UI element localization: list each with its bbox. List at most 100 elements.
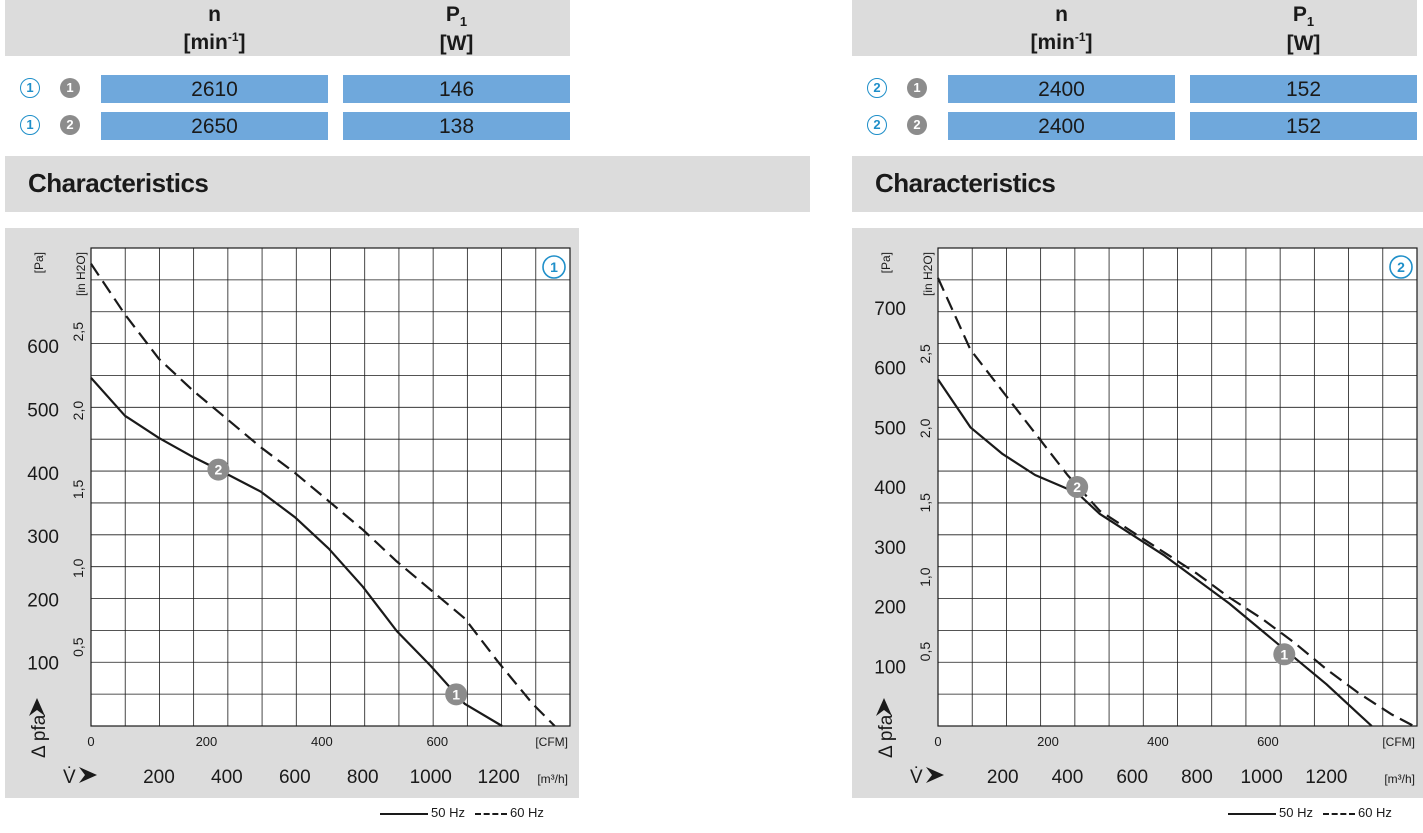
x-tick-label-m3h: 200	[987, 767, 1019, 788]
speed-symbol: n	[208, 3, 221, 26]
y-tick-label-pa: 200	[27, 590, 59, 611]
legend-solid-label: 50 Hz	[1279, 805, 1313, 820]
y-axis-label: Δ pfa	[876, 714, 897, 758]
x-tick-label-m3h: 1200	[1305, 767, 1347, 788]
characteristics-bar: Characteristics	[5, 156, 810, 212]
x-unit-cfm: [CFM]	[1382, 735, 1415, 749]
chart-marker-circle	[542, 255, 566, 279]
curve-annotation-circle	[445, 683, 468, 706]
curve-annotation-circle	[207, 458, 230, 481]
y-unit-pa: [Pa]	[32, 252, 46, 273]
power-unit: [W]	[439, 32, 474, 56]
y-tick-label-pa: 700	[874, 299, 906, 320]
legend-dashed-line	[474, 812, 507, 815]
y-tick-label-pa: 500	[874, 418, 906, 439]
curve-marker: 1	[907, 78, 927, 98]
curve-annotation-label: 2	[214, 462, 222, 478]
y-tick-label-pa: 400	[874, 478, 906, 499]
legend-dashed-line	[1322, 812, 1355, 815]
speed-value: 2610	[101, 75, 328, 103]
curve-marker: 2	[60, 115, 80, 135]
speed-value: 2400	[948, 112, 1175, 140]
curve-annotation-circle	[1066, 476, 1089, 498]
x-tick-label-cfm: 0	[934, 734, 941, 749]
chart-marker-circle	[1389, 255, 1413, 279]
x-tick-label-m3h: 1000	[1241, 767, 1283, 788]
y-tick-label-pa: 300	[874, 538, 906, 559]
y-axis-arrow-icon	[29, 698, 45, 716]
x-axis-label: V̇	[63, 767, 76, 788]
characteristics-chart-2: 100 200 300 400 500 600 700 0,5 1,0 1,5 2,0 2,5 [Pa]…	[874, 247, 1418, 788]
x-tick-label-m3h: 400	[1052, 767, 1084, 788]
y-tick-label-inh2o: 1,0	[917, 567, 933, 587]
legend: 50 Hz 60 Hz	[380, 805, 544, 821]
x-tick-label-cfm: 600	[1257, 734, 1279, 749]
speed-symbol: n	[1055, 3, 1068, 26]
power-symbol: P1	[445, 3, 468, 30]
y-tick-label-inh2o: 0,5	[70, 637, 86, 657]
x-axis-label: V̇	[910, 767, 923, 788]
y-tick-label-pa: 300	[27, 527, 59, 548]
y-tick-label-pa: 600	[27, 337, 59, 358]
legend-solid-label: 50 Hz	[431, 805, 465, 820]
speed-column-header: n [min-1]	[101, 4, 328, 54]
table-header-right: n [min-1] P1 [W]	[852, 0, 1417, 56]
speed-column-header: n [min-1]	[948, 4, 1175, 54]
characteristics-chart-1: 100 200 300 400 500 600 0,5 1,0 1,5 2,0 2,5 [Pa] [in…	[27, 247, 571, 788]
y-tick-label-pa: 500	[27, 400, 59, 421]
speed-value: 2650	[101, 112, 328, 140]
power-value: 146	[343, 75, 570, 103]
series-line-60hz	[936, 277, 1415, 727]
x-tick-label-m3h: 600	[1116, 767, 1148, 788]
power-value: 152	[1190, 112, 1417, 140]
y-axis-label: Δ pfa	[29, 714, 50, 758]
chart-marker: 1	[20, 115, 40, 135]
characteristics-bar: Characteristics	[852, 156, 1423, 212]
power-column-header: P1 [W]	[343, 4, 570, 55]
section-title: Characteristics	[28, 168, 209, 198]
chart-marker: 2	[867, 115, 887, 135]
series-line-60hz	[90, 263, 556, 727]
curve-annotation-label: 1	[452, 686, 460, 702]
x-tick-label-m3h: 600	[279, 767, 311, 788]
x-axis-arrow-icon	[926, 767, 944, 783]
x-unit-cfm: [CFM]	[535, 735, 568, 749]
x-tick-label-cfm: 0	[87, 734, 94, 749]
x-tick-label-m3h: 400	[211, 767, 243, 788]
power-value: 152	[1190, 75, 1417, 103]
speed-unit: [min-1]	[1030, 30, 1093, 54]
section-title: Characteristics	[875, 168, 1056, 198]
chart-marker-label: 2	[1397, 259, 1405, 275]
series-line-50hz	[90, 377, 503, 727]
legend-solid-line	[1228, 812, 1276, 815]
power-value: 138	[343, 112, 570, 140]
y-tick-label-inh2o: 2,5	[70, 322, 86, 342]
x-tick-label-cfm: 200	[196, 734, 218, 749]
x-tick-label-cfm: 200	[1037, 734, 1059, 749]
y-tick-label-pa: 400	[27, 464, 59, 485]
y-tick-label-inh2o: 2,0	[917, 418, 933, 438]
legend-dashed-label: 60 Hz	[509, 805, 544, 820]
x-tick-label-m3h: 1200	[478, 767, 520, 788]
legend-solid-line	[380, 812, 428, 815]
x-axis-arrow-icon	[79, 767, 97, 783]
y-unit-inh2o: [in H2O]	[921, 252, 935, 296]
y-tick-label-inh2o: 1,5	[917, 493, 933, 513]
x-tick-label-m3h: 800	[1181, 767, 1213, 788]
x-tick-label-m3h: 800	[347, 767, 379, 788]
power-column-header: P1 [W]	[1190, 4, 1417, 55]
curve-annotation-circle	[1273, 643, 1296, 666]
curve-marker: 2	[907, 115, 927, 135]
x-tick-label-m3h: 200	[143, 767, 175, 788]
y-tick-label-inh2o: 2,5	[917, 344, 933, 364]
y-tick-label-pa: 200	[874, 598, 906, 619]
chart-marker: 1	[20, 78, 40, 98]
x-tick-label-cfm: 600	[426, 734, 448, 749]
curve-annotation-label: 1	[1280, 646, 1288, 662]
x-tick-label-cfm: 400	[1147, 734, 1169, 749]
y-tick-label-pa: 100	[27, 654, 59, 675]
chart-marker-label: 1	[550, 259, 558, 275]
y-tick-label-inh2o: 1,5	[70, 480, 86, 500]
y-tick-label-inh2o: 0,5	[917, 642, 933, 662]
speed-unit: [min-1]	[183, 30, 246, 54]
